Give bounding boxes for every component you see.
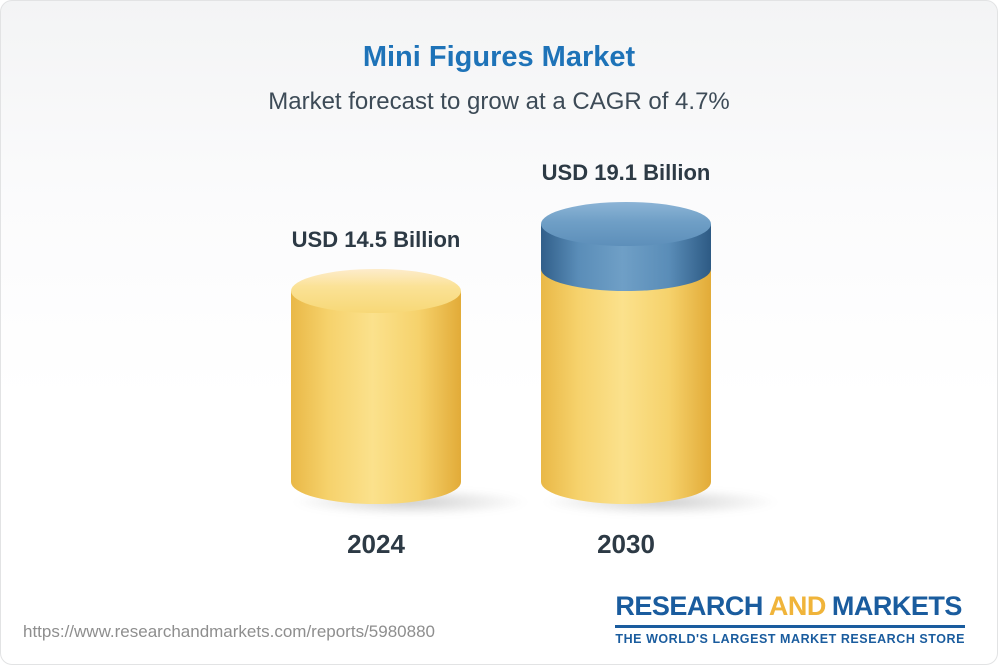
logo-wordmark: RESEARCH AND MARKETS — [615, 591, 965, 622]
bar-2024-top-ellipse — [291, 269, 461, 314]
x-label-2024: 2024 — [347, 529, 405, 559]
logo-divider-rule — [615, 625, 965, 628]
logo-research: RESEARCH — [615, 591, 763, 621]
bar-2024 — [291, 269, 461, 504]
logo-markets: MARKETS — [831, 591, 963, 621]
logo-tagline: THE WORLD'S LARGEST MARKET RESEARCH STOR… — [615, 632, 965, 646]
page-title: Mini Figures Market — [362, 41, 636, 73]
bar-2024-body — [291, 291, 461, 504]
bar-2030-top-ellipse — [541, 202, 711, 246]
value-label-2030: USD 19.1 Billion — [541, 160, 711, 185]
research-and-markets-logo: RESEARCH AND MARKETS THE WORLD'S LARGEST M… — [615, 591, 965, 646]
bar-2030 — [541, 202, 711, 504]
value-label-2024: USD 14.5 Billion — [291, 227, 461, 253]
report-url[interactable]: https://www.researchandmarkets.com/repor… — [23, 622, 435, 641]
x-label-2030: 2030 — [597, 529, 655, 559]
logo-and: AND — [768, 591, 827, 621]
page-subtitle: Market forecast to grow at a CAGR of 4.7… — [268, 88, 730, 115]
